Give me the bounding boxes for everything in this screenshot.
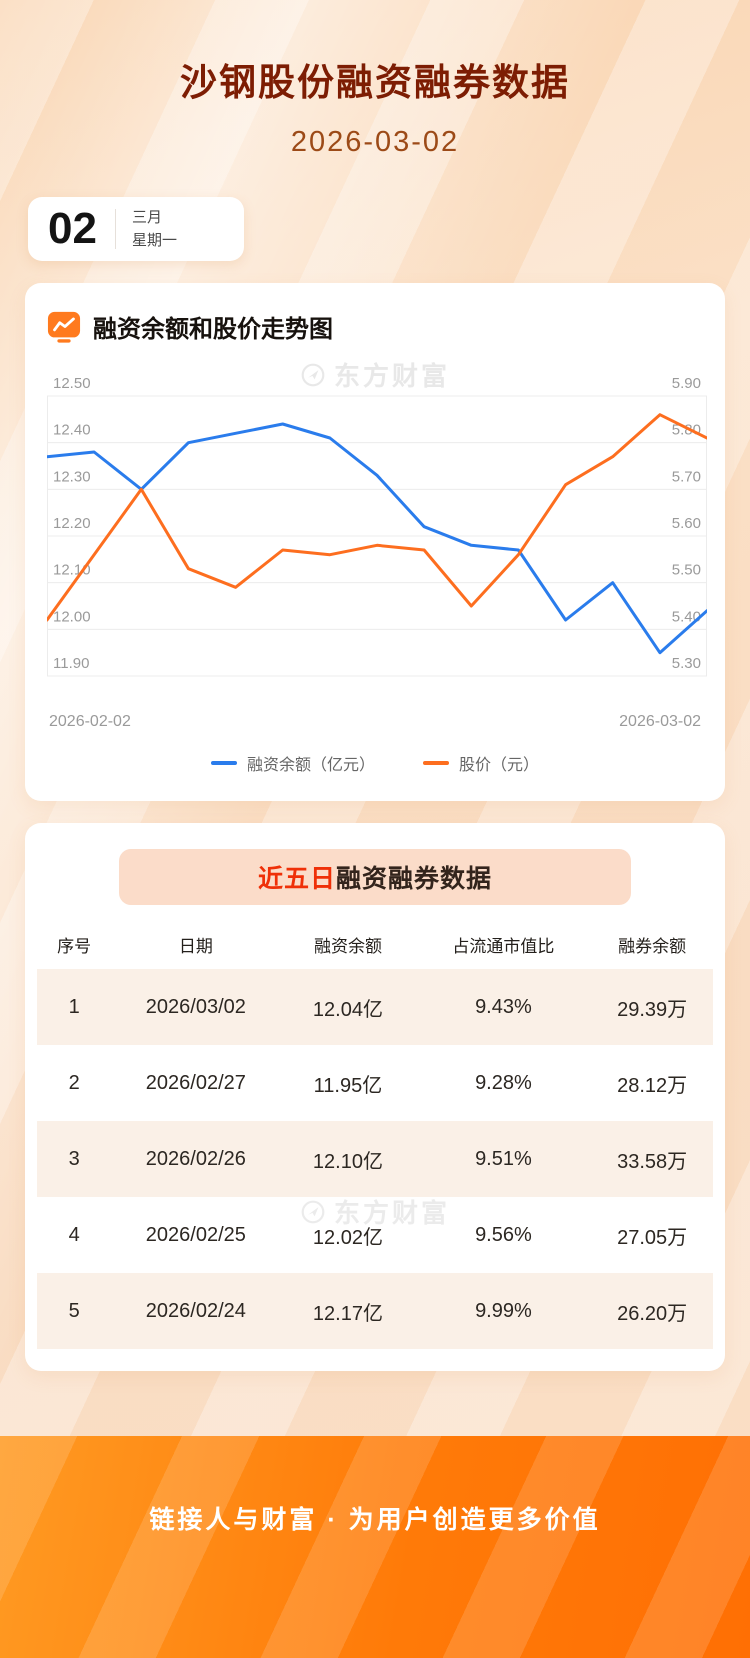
svg-text:11.90: 11.90 [53, 655, 89, 672]
badge-day: 02 [48, 204, 97, 253]
margin-data-table: 序号 日期 融资余额 占流通市值比 融券余额 1 2026/03/02 12.04亿 9.43… [37, 919, 713, 1349]
chart-section-title: 融资余额和股价走势图 [93, 316, 333, 343]
table-row: 5 2026/02/24 12.17亿 9.99% 26.20万 [37, 1273, 713, 1349]
table-cell: 1 [68, 995, 80, 1018]
svg-text:5.40: 5.40 [672, 608, 701, 625]
badge-month: 三月 [131, 208, 162, 226]
table-cell: 2026/02/27 [145, 1071, 246, 1094]
x-axis-labels: 2026-02-02 2026-03-02 [47, 713, 703, 731]
table-cell: 9.51% [475, 1147, 532, 1170]
table-title-highlight: 近五日 [257, 865, 336, 893]
table-cell: 2026/02/25 [145, 1223, 246, 1246]
svg-text:12.30: 12.30 [53, 468, 91, 485]
table-title-rest: 融资融券数据 [336, 865, 493, 893]
table-row: 2 2026/02/27 11.95亿 9.28% 28.12万 [37, 1045, 713, 1121]
legend-marker-blue [210, 761, 237, 765]
table-cell: 29.39万 [617, 998, 688, 1021]
table-header-row: 序号 日期 融资余额 占流通市值比 融券余额 [37, 919, 713, 969]
table-row: 3 2026/02/26 12.10亿 9.51% 33.58万 [37, 1121, 713, 1197]
chart-card: 融资余额和股价走势图 东方财富 11.90 5.30 12.00 5.40 12.10 5… [25, 283, 725, 801]
footer-slogan: 链接人与财富 · 为用户创造更多价值 [149, 1506, 601, 1534]
table-row: 1 2026/03/02 12.04亿 9.43% 29.39万 [37, 969, 713, 1045]
svg-text:12.40: 12.40 [53, 422, 91, 439]
svg-text:5.60: 5.60 [672, 515, 701, 532]
table-cell: 12.02亿 [312, 1226, 383, 1249]
svg-text:5.70: 5.70 [672, 468, 701, 485]
table-cell: 11.95亿 [313, 1074, 383, 1097]
table-cell: 3 [68, 1147, 80, 1170]
table-cell: 33.58万 [617, 1150, 688, 1173]
table-cell: 9.56% [475, 1223, 532, 1246]
table-cell: 28.12万 [617, 1074, 688, 1097]
legend-label: 股价（元） [459, 757, 540, 774]
svg-text:12.50: 12.50 [53, 375, 91, 392]
line-chart: 11.90 5.30 12.00 5.40 12.10 5.50 12.20 5.60 12.3… [45, 375, 709, 677]
table-body: 1 2026/03/02 12.04亿 9.43% 29.39万 2 2026/02/27 1… [37, 969, 713, 1349]
table-cell: 2026/03/02 [145, 995, 246, 1018]
table-cell: 2026/02/24 [145, 1299, 246, 1322]
table-cell: 12.10亿 [312, 1150, 383, 1173]
table-cell: 12.17亿 [312, 1302, 383, 1325]
table-cell: 26.20万 [617, 1302, 688, 1325]
legend-label: 融资余额（亿元） [246, 757, 375, 774]
badge-divider [114, 209, 116, 249]
svg-text:12.20: 12.20 [53, 515, 91, 532]
table-cell: 4 [68, 1223, 80, 1246]
svg-text:5.30: 5.30 [672, 655, 701, 672]
date-badge: 02 三月 星期一 [28, 197, 244, 261]
x-axis-end-label: 2026-03-02 [619, 713, 701, 730]
chart-icon [47, 311, 81, 343]
column-header: 日期 [178, 936, 213, 956]
page-title: 沙钢股份融资融券数据 [180, 62, 570, 103]
page-date: 2026-03-02 [290, 126, 460, 158]
svg-text:5.80: 5.80 [672, 422, 701, 439]
chart-section-header: 融资余额和股价走势图 [47, 309, 703, 344]
svg-text:5.50: 5.50 [672, 562, 701, 579]
table-cell: 12.04亿 [312, 998, 383, 1021]
svg-text:5.90: 5.90 [672, 375, 701, 392]
column-header: 融资余额 [313, 936, 382, 956]
table-cell: 9.99% [475, 1299, 532, 1322]
column-header: 融券余额 [618, 936, 687, 956]
footer-banner: 链接人与财富 · 为用户创造更多价值 [0, 1436, 750, 1658]
table-cell: 9.43% [475, 995, 532, 1018]
svg-text:12.10: 12.10 [53, 562, 91, 579]
legend-item-financing-balance[interactable]: 融资余额（亿元） [210, 751, 375, 775]
table-card: 近五日 融资融券数据 东方财富 序号 日期 融资余额 占流通市值比 融券余额 1 2026… [25, 823, 725, 1371]
column-header: 占流通市值比 [452, 936, 555, 956]
column-header: 序号 [57, 936, 92, 956]
legend-marker-orange [423, 761, 449, 765]
x-axis-start-label: 2026-02-02 [49, 713, 131, 730]
table-cell: 5 [68, 1299, 80, 1322]
table-cell: 2026/02/26 [145, 1147, 246, 1170]
table-row: 4 2026/02/25 12.02亿 9.56% 27.05万 [37, 1197, 713, 1273]
svg-text:12.00: 12.00 [53, 608, 91, 625]
table-cell: 9.28% [475, 1071, 532, 1094]
table-cell: 27.05万 [617, 1226, 688, 1249]
legend-item-stock-price[interactable]: 股价（元） [423, 751, 539, 775]
badge-month-weekday: 三月 星期一 [132, 206, 177, 253]
badge-weekday: 星期一 [131, 232, 177, 249]
chart-area: 东方财富 11.90 5.30 12.00 5.40 12.10 5.50 12.20 5.6… [45, 361, 709, 777]
table-cell: 2 [68, 1071, 80, 1094]
chart-legend: 融资余额（亿元） 股价（元） [47, 751, 703, 777]
table-title-banner: 近五日 融资融券数据 [119, 849, 631, 905]
